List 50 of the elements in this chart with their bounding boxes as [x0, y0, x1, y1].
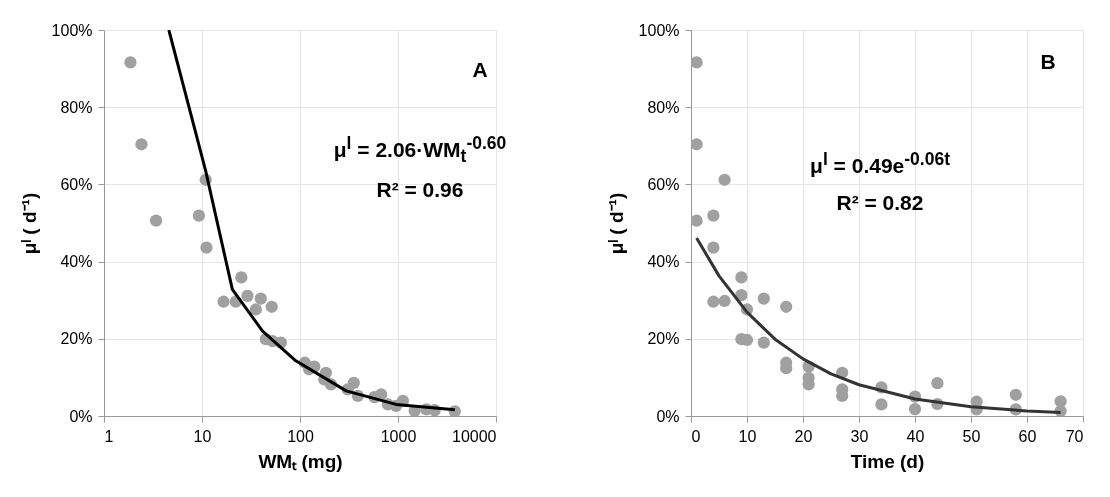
y-tick-label: 40% [60, 253, 93, 271]
point [707, 209, 720, 222]
point [691, 56, 703, 69]
point [757, 292, 770, 305]
point [757, 336, 770, 349]
x-tick-label: 70 [1065, 427, 1084, 445]
point [735, 271, 748, 284]
annotation: R² = 0.96 [376, 178, 464, 202]
annotation: R² = 0.82 [836, 191, 924, 215]
y-tick-label: 80% [647, 98, 680, 116]
y-tick-label: 40% [647, 253, 680, 271]
x-tick-label: 30 [850, 427, 869, 445]
point [718, 294, 731, 308]
y-tick-label: 60% [647, 175, 680, 193]
y-tick-label: 80% [60, 98, 93, 116]
y-axis-title: μˡ ( d⁻¹) [18, 192, 40, 255]
point [875, 398, 888, 411]
x-axis-title: WMₜ (mg) [258, 450, 343, 472]
x-tick-label: 1 [104, 427, 114, 445]
point [691, 138, 703, 151]
x-tick-label: 20 [794, 427, 813, 445]
x-tick-label: 50 [962, 427, 981, 445]
y-tick-label: 20% [60, 330, 93, 348]
y-tick-label: 100% [638, 21, 680, 39]
x-axis-title: Time (d) [850, 450, 925, 472]
x-tick-label: 1000 [380, 427, 417, 445]
x-tick-label: 10 [738, 427, 757, 445]
point [718, 173, 731, 186]
point [931, 377, 944, 390]
point [780, 300, 793, 313]
x-tick-label: 40 [906, 427, 925, 445]
annotation: μ$^{l}$ = 0.49e$^{-0.06t}$ [810, 148, 950, 178]
annotation: A [472, 58, 488, 82]
y-axis-title: μˡ ( d⁻¹) [605, 192, 627, 255]
y-tick-label: 0% [656, 407, 680, 425]
x-tick-label: 100 [287, 427, 314, 445]
x-tick-label: 60 [1018, 427, 1037, 445]
x-tick-label: 10 [193, 427, 212, 445]
y-tick-label: 0% [69, 407, 93, 425]
x-tick-label: 0 [691, 427, 701, 445]
point [908, 402, 922, 416]
annotation: B [1040, 50, 1056, 74]
x-tick-label: 10000 [452, 427, 497, 445]
y-tick-label: 100% [51, 21, 93, 39]
y-tick-label: 60% [60, 175, 93, 193]
point [707, 295, 720, 308]
y-tick-label: 20% [647, 330, 680, 348]
point [707, 241, 720, 254]
point [1009, 388, 1022, 401]
point [691, 214, 703, 227]
